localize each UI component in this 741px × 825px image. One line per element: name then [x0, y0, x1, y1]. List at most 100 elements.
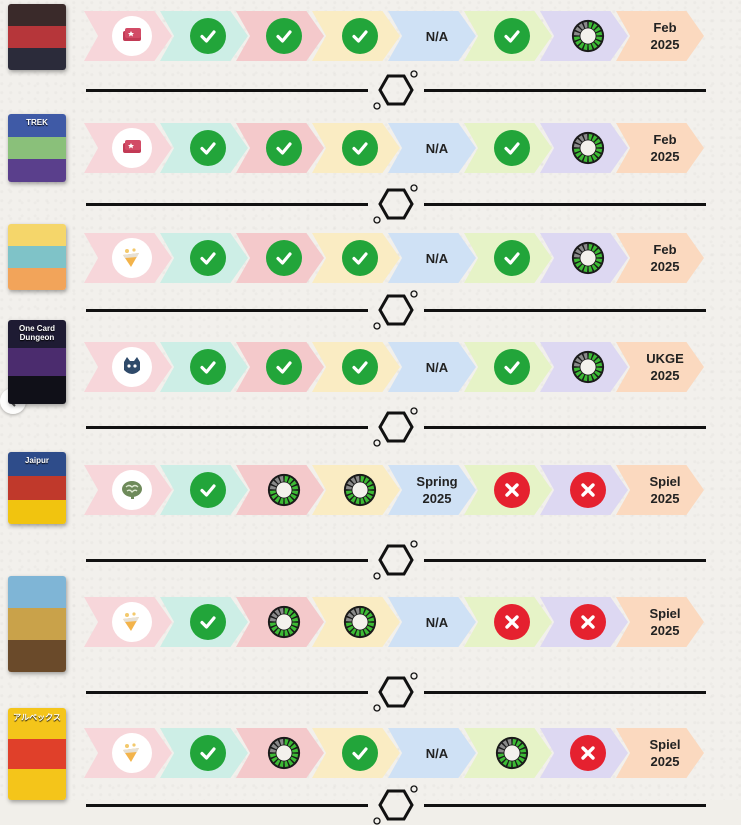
cover-art: [8, 639, 66, 672]
cross-icon: [494, 604, 530, 640]
cover-art: [8, 320, 66, 349]
stage-chevron: [84, 123, 172, 173]
cover-art: [8, 708, 66, 740]
stage-text: Feb 2025: [650, 20, 680, 52]
stage-chevron: Spiel 2025: [616, 597, 704, 647]
game-cover[interactable]: TREK: [8, 114, 66, 182]
status-row: N/A Spiel 2025: [0, 723, 741, 783]
hexagon-icon: [373, 407, 418, 447]
check-icon: [342, 735, 378, 771]
stage-chevron: [236, 597, 324, 647]
stage-chevron: Feb 2025: [616, 11, 704, 61]
divider-line: [86, 426, 368, 429]
cover-art: [8, 4, 66, 27]
cover-art: [8, 245, 66, 269]
stage-chevron: [312, 123, 400, 173]
divider-line: [424, 804, 706, 807]
stage-chevron: [312, 597, 400, 647]
game-cover[interactable]: One Card Dungeon: [8, 320, 66, 404]
divider-line: [424, 203, 706, 206]
stage-chevron: [84, 597, 172, 647]
hexagon-icon: [373, 672, 418, 712]
divider-line: [86, 203, 368, 206]
divider-line: [86, 691, 368, 694]
stage-chevron: [236, 342, 324, 392]
cover-art: [8, 499, 66, 524]
check-icon: [266, 240, 302, 276]
row-divider: [86, 70, 706, 110]
status-row: N/A Spiel 2025: [0, 592, 741, 652]
cover-art: [8, 159, 66, 182]
game-cover[interactable]: [8, 576, 66, 672]
check-icon: [190, 18, 226, 54]
stage-chevron: [312, 728, 400, 778]
divider-line: [424, 691, 706, 694]
game-cover[interactable]: [8, 224, 66, 290]
stage-chevron: [312, 11, 400, 61]
stage-chevron: [84, 728, 172, 778]
progress-ring-icon: [266, 472, 302, 508]
cover-art: [8, 738, 66, 770]
stage-chevron: [464, 728, 552, 778]
check-icon: [190, 130, 226, 166]
stage-text: N/A: [425, 28, 449, 44]
check-icon: [190, 604, 226, 640]
check-icon: [494, 18, 530, 54]
row-divider: [86, 290, 706, 330]
cover-art: [8, 607, 66, 641]
cake-slice-icon: [112, 733, 152, 773]
game-cover[interactable]: アルペックス: [8, 708, 66, 800]
stage-chevron: [464, 11, 552, 61]
hexagon-icon: [373, 290, 418, 330]
cat-icon: [112, 347, 152, 387]
stage-chevron: [540, 123, 628, 173]
check-icon: [190, 240, 226, 276]
game-cover[interactable]: Jaipur: [8, 452, 66, 524]
stage-text: N/A: [425, 250, 449, 266]
stage-chevron: [464, 233, 552, 283]
row-divider: [86, 184, 706, 224]
stage-chevron: N/A: [388, 123, 476, 173]
check-icon: [494, 349, 530, 385]
progress-ring-icon: [266, 735, 302, 771]
check-icon: [266, 18, 302, 54]
stage-chevron: [464, 597, 552, 647]
check-icon: [266, 130, 302, 166]
stage-chevron: [312, 342, 400, 392]
deck-icon: [112, 128, 152, 168]
check-icon: [342, 18, 378, 54]
stage-chevron: [160, 465, 248, 515]
divider-line: [86, 804, 368, 807]
cover-art: [8, 47, 66, 70]
divider-line: [424, 89, 706, 92]
hexagon-icon: [373, 70, 418, 110]
stage-text: N/A: [425, 745, 449, 761]
cross-icon: [570, 735, 606, 771]
stage-text: N/A: [425, 614, 449, 630]
divider-line: [86, 559, 368, 562]
cover-title: Jaipur: [24, 456, 49, 465]
cross-icon: [494, 472, 530, 508]
stage-text: Spiel 2025: [649, 606, 681, 638]
status-row: N/A Feb 2025: [0, 118, 741, 178]
status-row: N/A Feb 2025: [0, 228, 741, 288]
divider-line: [424, 559, 706, 562]
status-row: N/A UKGE 2025: [0, 337, 741, 397]
row-divider: [86, 672, 706, 712]
stage-chevron: [540, 728, 628, 778]
progress-ring-icon: [266, 604, 302, 640]
game-cover[interactable]: [8, 4, 66, 70]
stage-chevron: [312, 465, 400, 515]
cover-art: [8, 136, 66, 160]
stage-chevron: [464, 465, 552, 515]
check-icon: [342, 240, 378, 276]
divider-line: [424, 309, 706, 312]
stage-chevron: [312, 233, 400, 283]
stage-chevron: [84, 342, 172, 392]
hexagon-icon: [373, 184, 418, 224]
cover-art: [8, 347, 66, 377]
hexagon-icon: [373, 540, 418, 580]
stage-chevron: [540, 233, 628, 283]
stage-chevron: [540, 597, 628, 647]
stage-text: UKGE 2025: [646, 351, 684, 383]
